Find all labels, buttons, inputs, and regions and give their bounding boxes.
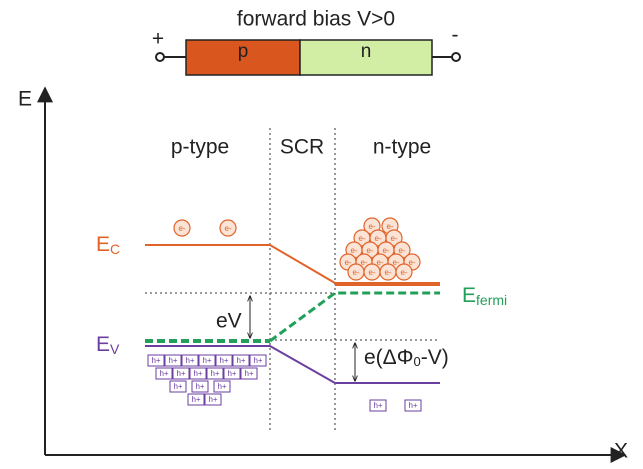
p-label: p [238,41,249,62]
hole-label: h+ [191,395,200,404]
hole-label: h+ [253,356,262,365]
plus-sign: + [152,28,164,51]
electron-label: e- [390,234,397,243]
hole-label: h+ [185,356,194,365]
diagram: forward bias V>0 + - p n E X p-type SCR … [0,0,643,469]
hole-label: h+ [227,369,236,378]
hole-label: h+ [244,369,253,378]
minus-sign: - [452,24,459,47]
electron-label: e- [352,268,359,277]
bias-label: eV [216,310,242,333]
n-label: n [361,41,372,62]
electron-label: e- [368,222,375,231]
hole-label: h+ [202,356,211,365]
region-label: SCR [280,136,324,159]
electron-label: e- [224,224,231,233]
barrier-label: e(ΔΦ0-V) [364,346,449,370]
x-axis-label: X [614,440,628,463]
electron-label: e- [368,268,375,277]
hole-label: h+ [408,401,417,410]
hole-label: h+ [236,356,245,365]
electron-label: e- [400,268,407,277]
y-axis-label: E [18,88,32,111]
valence-label: EV [96,333,120,357]
title: forward bias V>0 [237,8,395,31]
region-label: p-type [171,136,229,159]
conduction-band [145,245,335,283]
hole-label: h+ [159,369,168,378]
fermi-label: Efermi [462,284,507,308]
electron-label: e- [350,246,357,255]
fermi-level [270,293,440,341]
hole-label: h+ [219,356,228,365]
hole-label: h+ [210,369,219,378]
electron-label: e- [178,224,185,233]
terminal [452,53,460,61]
hole-label: h+ [217,382,226,391]
hole-label: h+ [168,356,177,365]
electron-label: e- [366,246,373,255]
hole-label: h+ [176,369,185,378]
hole-label: h+ [151,356,160,365]
electron-label: e- [398,246,405,255]
hole-label: h+ [193,369,202,378]
electron-label: e- [358,234,365,243]
hole-label: h+ [373,401,382,410]
conduction-label: EC [96,233,120,257]
terminal [156,53,164,61]
electron-label: e- [374,234,381,243]
region-label: n-type [373,136,431,159]
electron-label: e- [384,268,391,277]
hole-label: h+ [173,382,182,391]
hole-label: h+ [208,395,217,404]
electron-label: e- [382,246,389,255]
hole-label: h+ [195,382,204,391]
